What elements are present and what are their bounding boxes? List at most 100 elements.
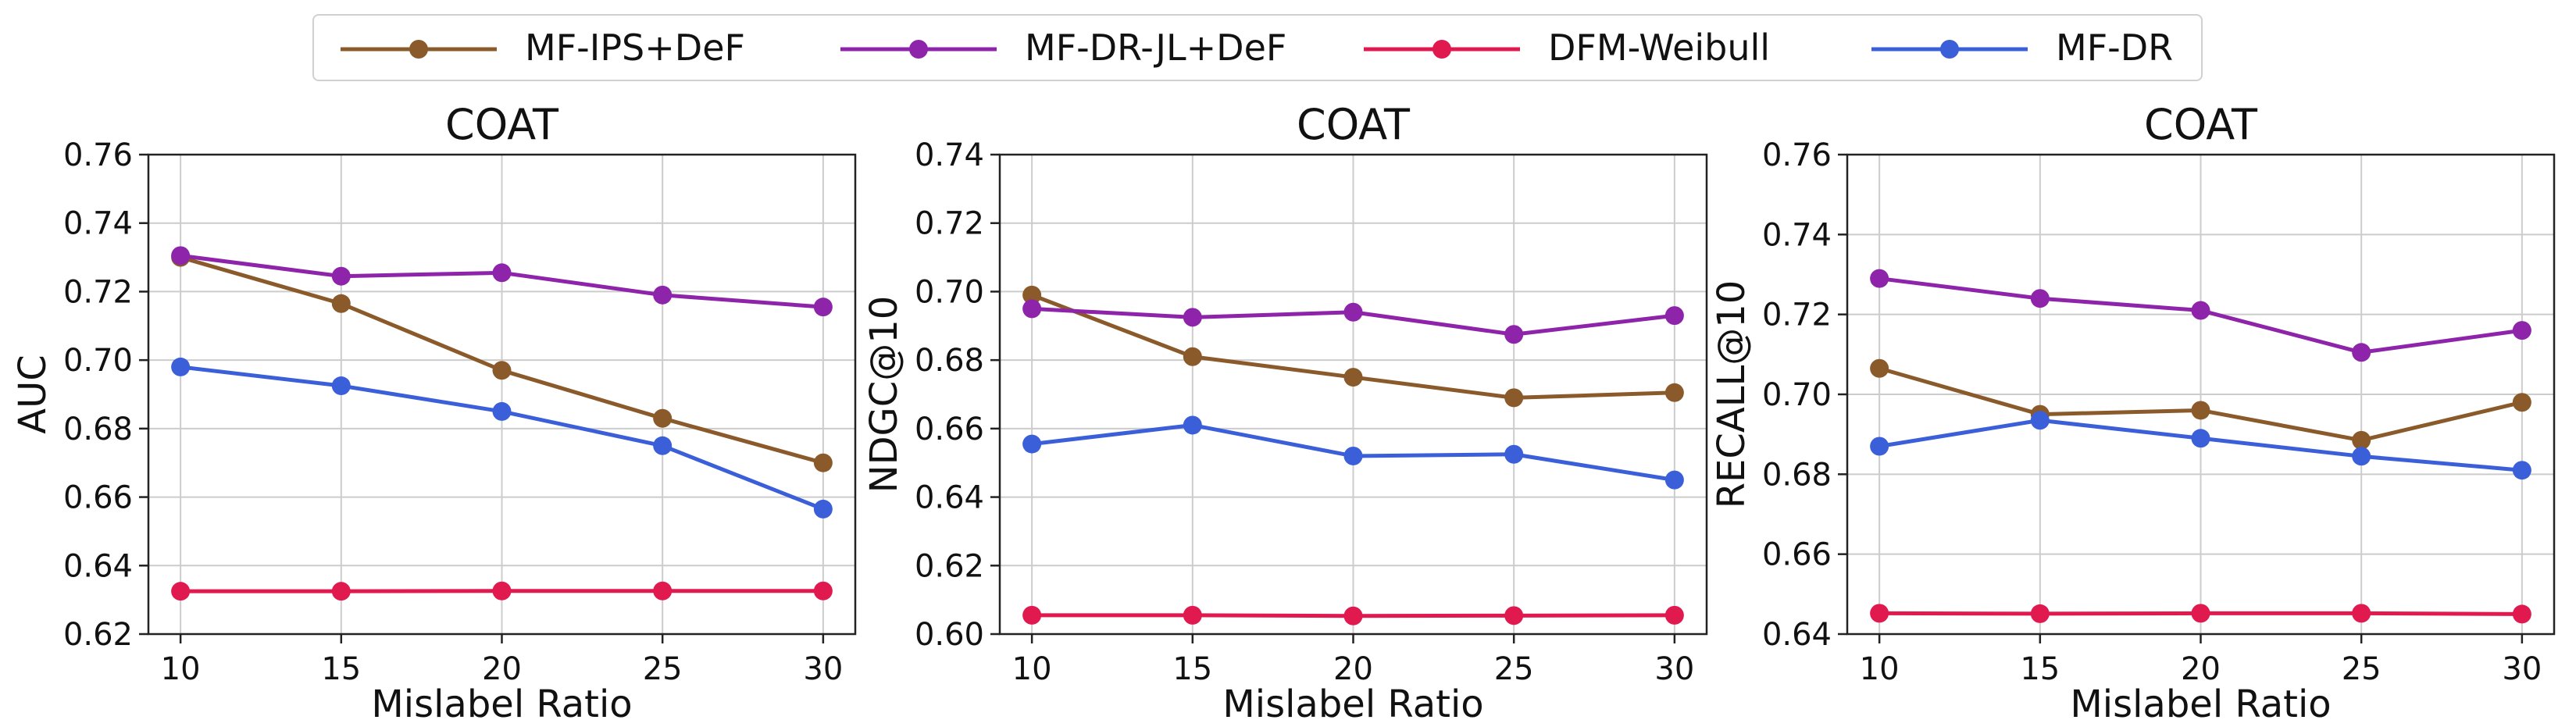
data-point-mf-ips-def <box>1870 358 1889 378</box>
data-point-mf-dr-jl-def <box>1022 299 1042 319</box>
data-point-mf-dr <box>2352 447 2371 466</box>
y-tick-label: 0.68 <box>915 343 984 379</box>
x-tick-label: 15 <box>321 651 361 687</box>
data-point-mf-dr-jl-def <box>2512 321 2531 340</box>
y-tick-label: 0.68 <box>1762 457 1832 493</box>
data-point-dfm-weibull <box>813 581 833 600</box>
data-point-mf-dr <box>1664 470 1684 490</box>
data-point-mf-dr <box>2030 411 2050 430</box>
chart-legend: MF-IPS+DeF MF-DR-JL+DeF DFM-Weibull MF-D… <box>312 14 2203 81</box>
data-point-mf-ips-def <box>492 361 512 380</box>
series-mf-dr-jl-def <box>1870 269 2531 362</box>
y-tick-label: 0.74 <box>1762 217 1832 253</box>
y-tick-label: 0.74 <box>915 137 984 173</box>
data-point-dfm-weibull <box>2352 604 2371 623</box>
y-tick-label: 0.62 <box>63 617 133 653</box>
series-mf-dr <box>1870 411 2531 480</box>
legend-swatch-dfm-weibull <box>1364 40 1520 59</box>
data-point-dfm-weibull <box>1343 606 1363 625</box>
y-tick-label: 0.62 <box>915 548 984 584</box>
data-point-dfm-weibull <box>653 581 673 600</box>
x-tick-label: 10 <box>1012 651 1052 687</box>
y-tick-label: 0.64 <box>915 480 984 516</box>
data-point-mf-dr <box>2191 429 2210 448</box>
chart-1: 10 15 20 25 30 0.62 0.64 0.66 0.68 0.70 0.72 0.74 0.… <box>11 100 857 726</box>
data-point-mf-dr <box>813 499 833 519</box>
data-point-dfm-weibull <box>171 582 191 601</box>
data-point-mf-ips-def <box>331 294 351 313</box>
data-point-mf-dr-jl-def <box>653 285 673 305</box>
data-point-mf-ips-def <box>1183 347 1202 366</box>
data-point-mf-dr <box>1183 415 1202 435</box>
legend-label: MF-DR-JL+DeF <box>1025 27 1287 69</box>
y-tick-label: 0.60 <box>915 617 984 653</box>
x-tick-label: 30 <box>803 651 843 687</box>
chart-title: COAT <box>445 100 559 149</box>
data-point-mf-ips-def <box>1022 285 1042 305</box>
y-axis-label: RECALL@10 <box>1710 280 1754 509</box>
data-point-dfm-weibull <box>1504 606 1524 625</box>
legend-swatch-mf-dr-jl-def <box>840 40 997 59</box>
y-tick-label: 0.76 <box>63 137 133 173</box>
y-tick-label: 0.72 <box>63 274 133 310</box>
data-point-mf-dr-jl-def <box>492 263 512 283</box>
data-point-dfm-weibull <box>2191 604 2210 623</box>
y-tick-label: 0.70 <box>915 274 984 310</box>
data-point-mf-dr <box>331 376 351 396</box>
data-point-mf-dr-jl-def <box>813 298 833 317</box>
series-dfm-weibull <box>171 581 833 601</box>
data-point-dfm-weibull <box>1870 604 1889 623</box>
legend-swatch-mf-dr <box>1871 40 2028 59</box>
legend-label: MF-IPS+DeF <box>525 27 745 69</box>
y-tick-label: 0.66 <box>63 480 133 516</box>
data-point-mf-dr <box>1022 434 1042 454</box>
legend-label: DFM-Weibull <box>1548 27 1771 69</box>
data-point-mf-ips-def <box>1343 368 1363 387</box>
y-axis-label: AUC <box>11 355 55 433</box>
x-tick-label: 20 <box>482 651 522 687</box>
data-point-dfm-weibull <box>1022 605 1042 625</box>
chart-2: 10 15 20 25 30 0.60 0.62 0.64 0.66 0.68 0.70 0.72 0.… <box>862 100 1708 726</box>
data-point-mf-dr <box>1343 446 1363 465</box>
series-dfm-weibull <box>1870 604 2531 624</box>
y-tick-label: 0.70 <box>1762 377 1832 413</box>
series-dfm-weibull <box>1022 605 1684 625</box>
y-tick-label: 0.66 <box>1762 537 1832 573</box>
data-point-mf-dr-jl-def <box>1504 325 1524 344</box>
y-tick-label: 0.68 <box>63 412 133 447</box>
data-point-mf-ips-def <box>2512 393 2531 412</box>
data-point-mf-dr-jl-def <box>331 266 351 286</box>
series-mf-dr <box>171 357 833 519</box>
data-point-mf-dr-jl-def <box>1664 306 1684 326</box>
y-axis-label: NDGC@10 <box>862 296 906 494</box>
y-tick-label: 0.70 <box>63 343 133 379</box>
x-axis-label: Mislabel Ratio <box>2070 682 2331 726</box>
legend-label: MF-DR <box>2056 27 2174 69</box>
data-point-mf-ips-def <box>2352 430 2371 450</box>
x-tick-label: 30 <box>2502 651 2542 687</box>
data-point-mf-dr-jl-def <box>1183 308 1202 327</box>
x-axis-label: Mislabel Ratio <box>371 682 632 726</box>
series-mf-dr <box>1022 415 1684 490</box>
x-tick-label: 20 <box>2181 651 2221 687</box>
y-tick-label: 0.74 <box>63 206 133 242</box>
y-tick-label: 0.64 <box>1762 617 1832 653</box>
data-point-mf-dr-jl-def <box>1343 302 1363 322</box>
data-point-mf-dr <box>1504 444 1524 464</box>
data-point-dfm-weibull <box>1664 605 1684 625</box>
data-point-mf-dr <box>1870 437 1889 456</box>
data-point-mf-ips-def <box>653 408 673 428</box>
y-tick-label: 0.72 <box>1762 298 1832 333</box>
data-point-mf-ips-def <box>1504 388 1524 408</box>
data-point-mf-ips-def <box>1664 383 1684 402</box>
y-tick-label: 0.72 <box>915 206 984 242</box>
x-tick-label: 15 <box>1172 651 1212 687</box>
data-point-dfm-weibull <box>1183 605 1202 625</box>
series-mf-dr-jl-def <box>171 246 833 317</box>
y-tick-label: 0.66 <box>915 412 984 447</box>
data-point-mf-dr <box>492 401 512 421</box>
x-tick-label: 30 <box>1654 651 1694 687</box>
y-tick-label: 0.76 <box>1762 137 1832 173</box>
series-mf-ips-def <box>1022 285 1684 408</box>
